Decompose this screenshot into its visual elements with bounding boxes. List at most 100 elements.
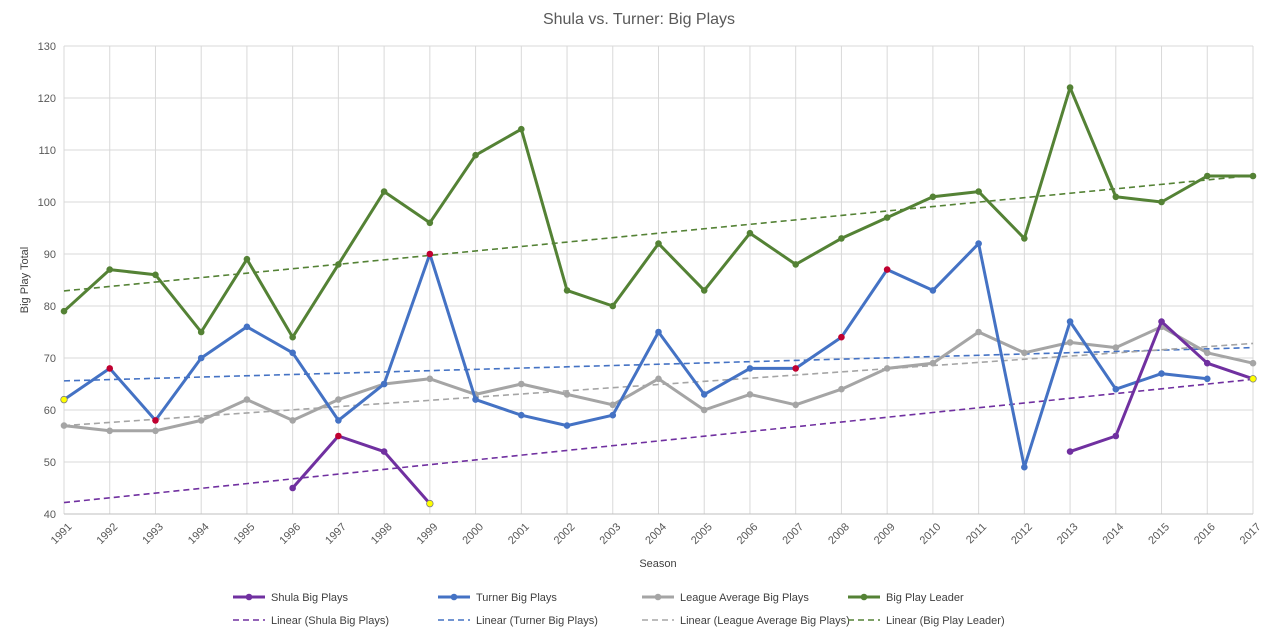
y-tick-label: 50: [44, 457, 56, 469]
data-point: [838, 333, 845, 341]
x-axis-title: Season: [639, 558, 676, 570]
data-point: [746, 391, 754, 398]
legend-marker: [450, 593, 458, 601]
data-point: [792, 261, 799, 268]
data-point: [1203, 359, 1211, 367]
series: [60, 323, 1257, 435]
data-point: [197, 417, 205, 424]
data-point: [975, 328, 982, 336]
data-point: [746, 365, 754, 372]
trendline: [63, 174, 1254, 292]
y-tick-label: 80: [44, 301, 56, 313]
data-point: [289, 417, 296, 424]
data-point: [838, 385, 845, 393]
data-point: [1112, 385, 1120, 393]
data-point: [1066, 339, 1074, 346]
legend-label: Linear (Turner Big Plays): [476, 615, 598, 627]
data-point: [838, 235, 845, 242]
data-point: [563, 287, 571, 294]
data-point: [60, 307, 68, 315]
x-tick-label: 2002: [552, 521, 578, 547]
x-tick-label: 1992: [94, 521, 120, 547]
data-point: [883, 365, 891, 372]
data-point: [335, 261, 342, 268]
legend-item: Shula Big Plays: [233, 592, 349, 604]
x-tick-label: 2004: [643, 521, 669, 547]
data-point: [883, 266, 891, 273]
legend-label: Turner Big Plays: [476, 592, 557, 604]
data-point: [1158, 318, 1165, 325]
trendline: [63, 346, 1254, 382]
data-point: [518, 411, 525, 419]
data-point: [975, 240, 982, 247]
data-series: [60, 84, 1257, 508]
legend-item: Linear (Shula Big Plays): [233, 615, 389, 627]
legend-marker: [654, 593, 662, 601]
y-tick-label: 130: [38, 41, 56, 53]
data-point: [426, 375, 434, 383]
data-point: [289, 484, 296, 492]
data-point: [60, 422, 68, 429]
data-point: [700, 406, 708, 414]
data-point: [1112, 193, 1120, 201]
data-point: [609, 411, 617, 419]
x-tick-label: 1993: [140, 521, 166, 547]
data-point: [152, 417, 159, 424]
series: [60, 84, 1257, 341]
series: [60, 240, 1211, 471]
data-point: [700, 287, 708, 294]
x-tick-label: 2011: [964, 521, 989, 546]
series-line: [63, 242, 1208, 469]
data-point: [1112, 344, 1120, 351]
data-point: [289, 333, 296, 341]
data-point: [152, 271, 159, 279]
y-tick-label: 60: [44, 405, 56, 417]
data-point: [197, 354, 205, 362]
data-point: [1158, 370, 1165, 377]
x-tick-label: 2013: [1055, 521, 1081, 547]
data-point: [792, 401, 799, 409]
x-axis-ticks: 1991 1992 1993 1994 1995 1996 1997 1998 1999 2000…: [49, 521, 1264, 547]
data-point: [1203, 349, 1211, 357]
legend-item: League Average Big Plays: [642, 592, 809, 604]
data-point: [655, 328, 662, 336]
y-tick-label: 110: [38, 145, 56, 157]
y-tick-label: 100: [38, 197, 56, 209]
data-point: [1203, 375, 1211, 383]
data-point: [518, 125, 525, 133]
data-point: [152, 427, 159, 435]
legend-item: Linear (League Average Big Plays): [642, 615, 850, 627]
x-tick-label: 1998: [369, 521, 395, 547]
data-point: [518, 380, 525, 388]
data-point: [426, 499, 434, 508]
data-point: [1158, 198, 1165, 206]
data-point: [380, 380, 388, 388]
x-tick-label: 1995: [232, 521, 258, 547]
x-tick-label: 1991: [49, 521, 75, 547]
data-point: [106, 427, 114, 435]
x-tick-label: 2017: [1238, 521, 1264, 547]
x-tick-label: 2007: [780, 521, 806, 547]
legend[interactable]: Shula Big Plays Turner Big Plays League Av…: [233, 592, 1005, 627]
data-point: [335, 432, 342, 440]
data-point: [609, 302, 617, 310]
data-point: [1066, 84, 1074, 91]
legend-label: Linear (Shula Big Plays): [271, 615, 389, 627]
data-point: [243, 255, 251, 263]
data-point: [609, 401, 617, 409]
y-axis-ticks: 40 50 60 70 80 90 100 110 120 130: [38, 41, 56, 521]
x-tick-label: 2003: [598, 521, 624, 547]
y-tick-label: 120: [38, 93, 56, 105]
data-point: [106, 266, 114, 273]
x-tick-label: 1994: [186, 521, 212, 547]
data-point: [1066, 318, 1074, 325]
x-tick-label: 2008: [826, 521, 852, 547]
x-tick-label: 2015: [1146, 521, 1172, 547]
trendline: [63, 342, 1254, 427]
data-point: [335, 396, 342, 403]
x-tick-label: 2010: [918, 521, 944, 547]
gridlines: [63, 45, 1254, 515]
data-point: [380, 448, 388, 455]
y-tick-label: 70: [44, 353, 56, 365]
